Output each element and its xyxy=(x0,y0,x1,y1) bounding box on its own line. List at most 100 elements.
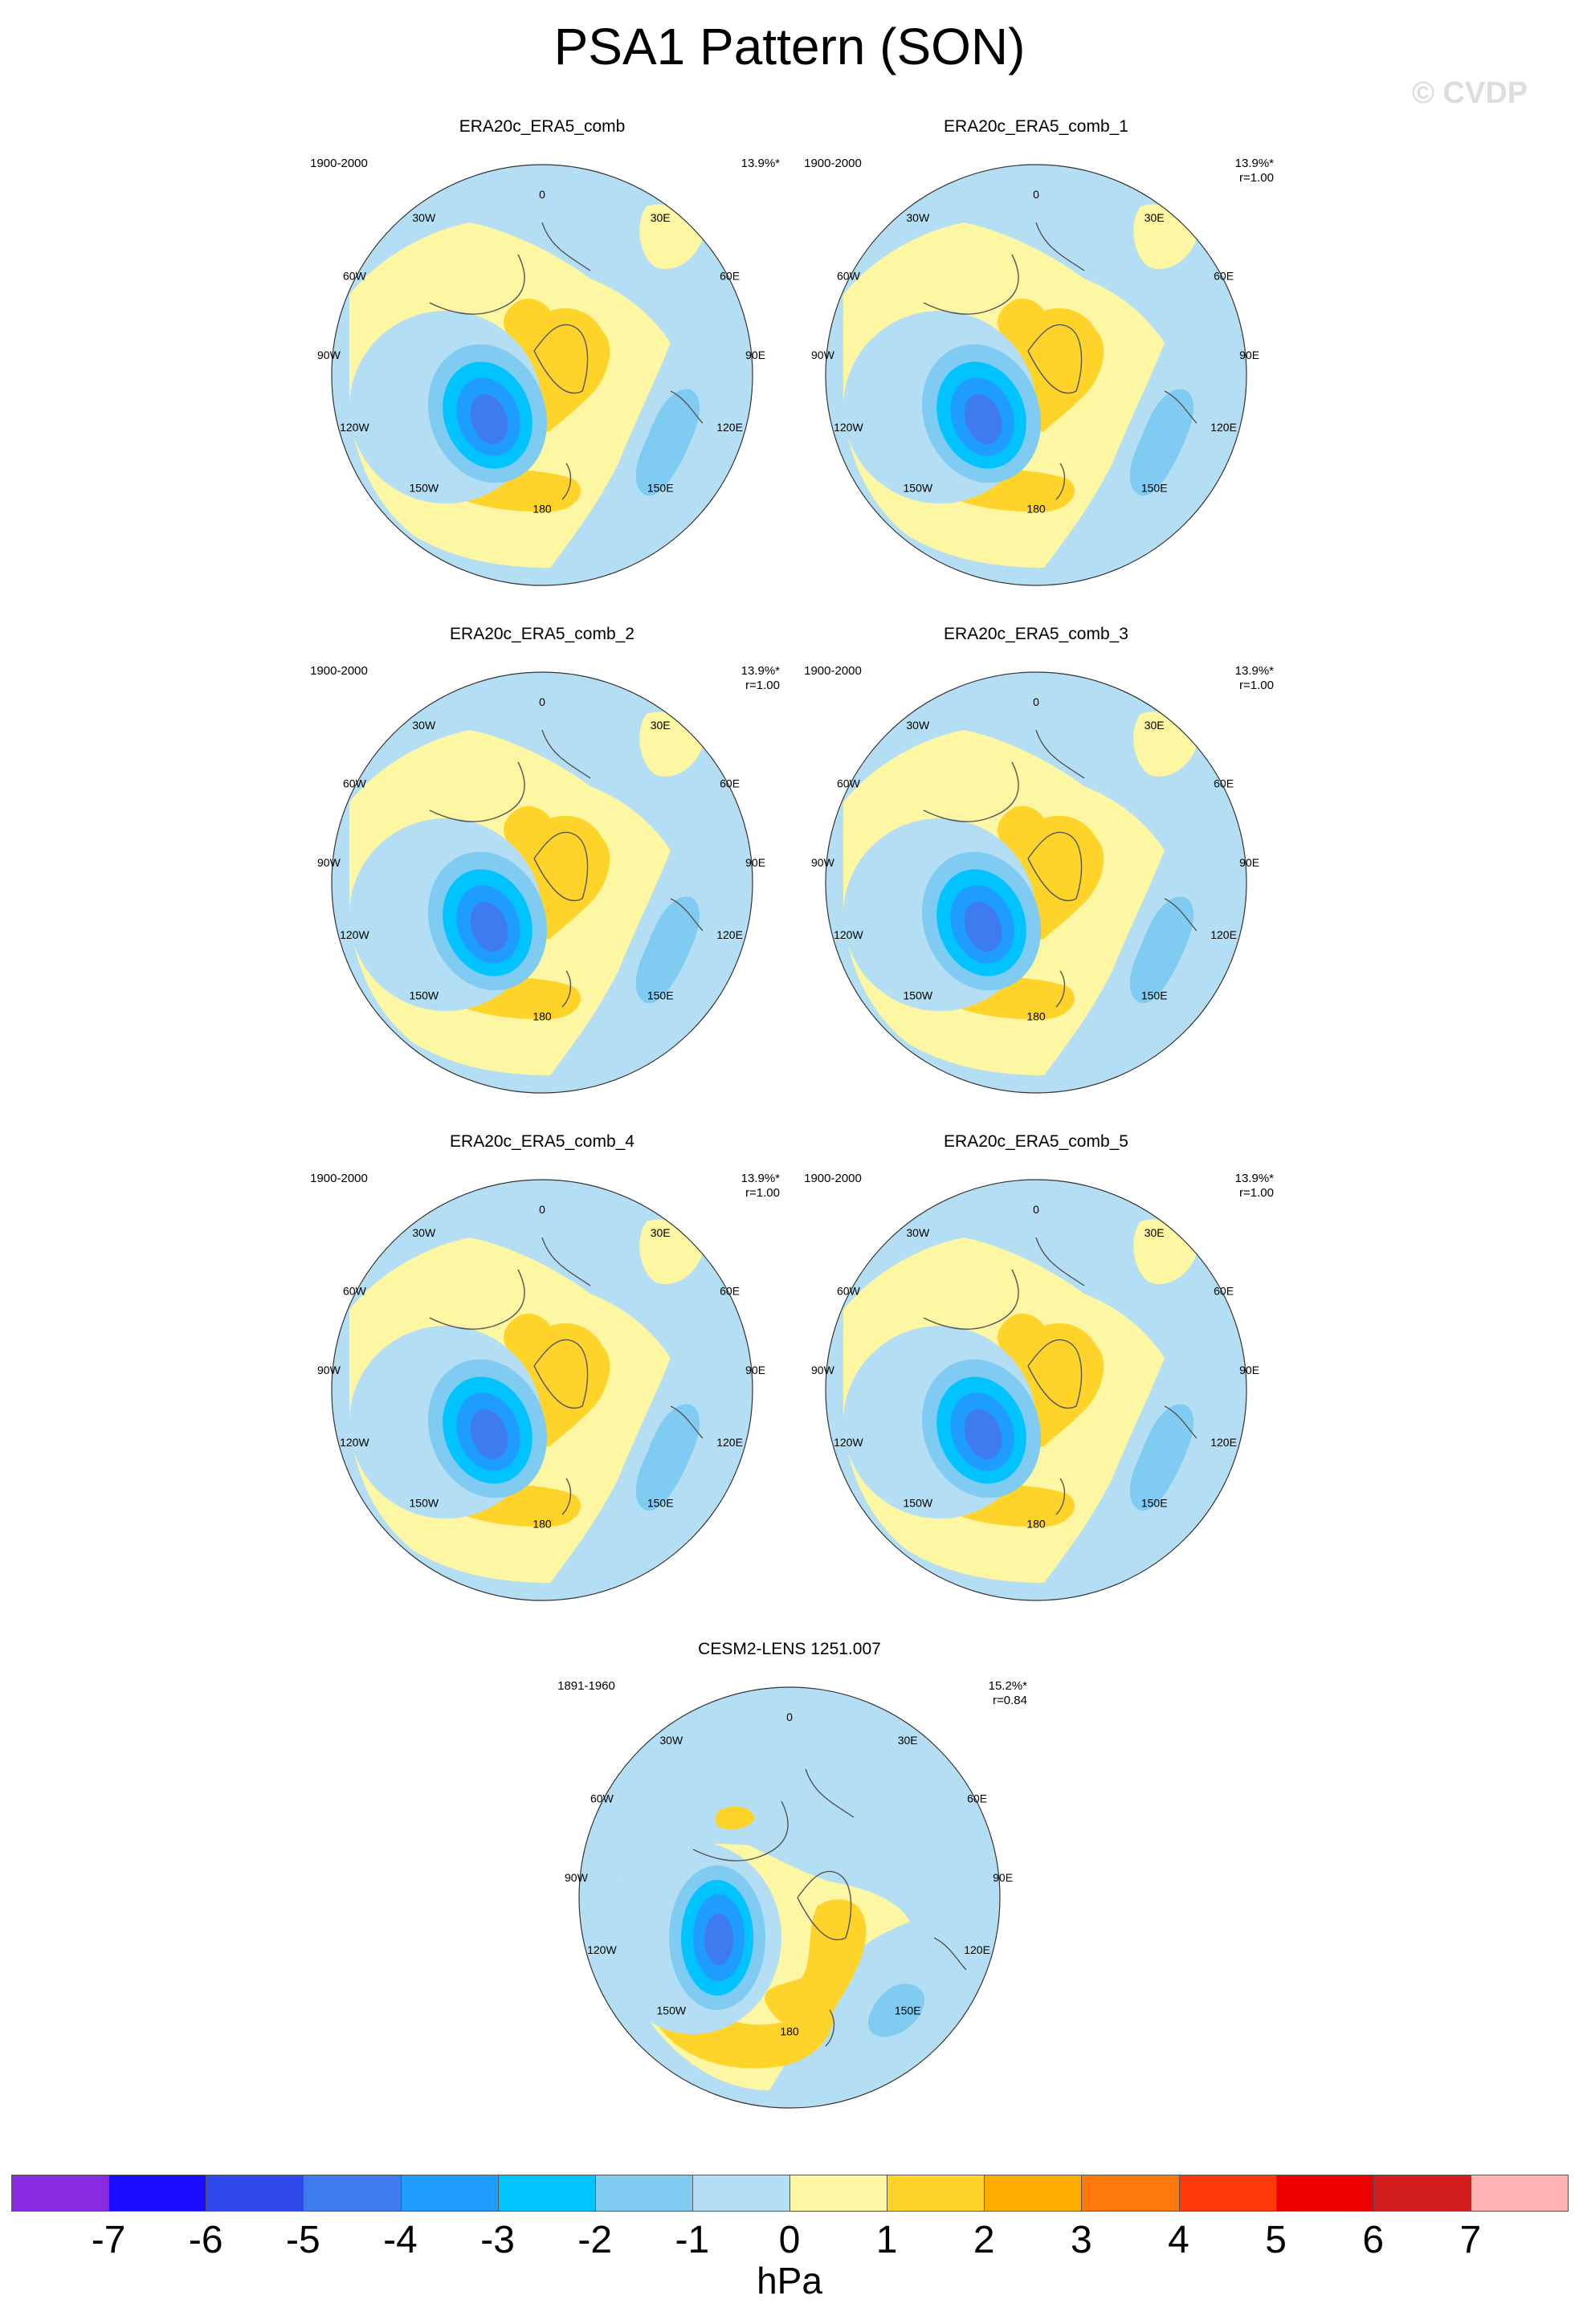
longitude-label: 90W xyxy=(811,856,835,869)
colorbar-tick-label: -5 xyxy=(286,2219,320,2261)
panel-variance-pct: 13.9%* xyxy=(741,157,780,170)
polar-map: 0 30E 60E 90E 120E 150E 180 150W 120W 90W 60W 30W xyxy=(811,164,1259,586)
longitude-label: 120W xyxy=(340,1436,369,1449)
longitude-label: 30W xyxy=(906,1226,930,1239)
colorbar-tick-label: 5 xyxy=(1265,2219,1287,2261)
panel-variance-pct: 13.9%* xyxy=(1234,664,1274,678)
longitude-label: 150E xyxy=(647,1496,674,1509)
colorbar-tick-label: 2 xyxy=(973,2219,995,2261)
panel-title: ERA20c_ERA5_comb_5 xyxy=(944,1132,1128,1151)
longitude-label: 120W xyxy=(834,421,863,434)
colorbar-segment xyxy=(594,2175,693,2212)
map-panel: CESM2-LENS 1251.007 1891-1960 15.2%* r=0.84… xyxy=(532,1639,1047,2121)
colorbar-segment xyxy=(1275,2175,1374,2212)
longitude-label: 120E xyxy=(716,421,743,434)
colorbar-tick-label: -7 xyxy=(91,2219,126,2261)
contour-field xyxy=(332,1180,753,1600)
panel-period: 1900-2000 xyxy=(804,1172,862,1185)
longitude-label: 150E xyxy=(1141,989,1168,1001)
colorbar-tick-label: 1 xyxy=(875,2219,898,2261)
longitude-label: 180 xyxy=(532,1009,552,1022)
colorbar xyxy=(11,2175,1569,2213)
longitude-label: 60E xyxy=(1214,1284,1234,1297)
panel-title: ERA20c_ERA5_comb_3 xyxy=(944,625,1128,643)
longitude-label: 30E xyxy=(651,211,671,224)
longitude-label: 30E xyxy=(1144,1226,1165,1239)
panel-title: ERA20c_ERA5_comb_2 xyxy=(450,625,634,643)
longitude-label: 90E xyxy=(1239,1364,1259,1376)
colorbar-segment xyxy=(108,2175,207,2212)
colorbar-tick-label: -3 xyxy=(480,2219,515,2261)
colorbar-tick-label: 3 xyxy=(1071,2219,1092,2261)
colorbar-segment xyxy=(1470,2175,1569,2212)
contour-field xyxy=(826,672,1246,1093)
panel-period: 1900-2000 xyxy=(310,664,368,678)
longitude-label: 180 xyxy=(1026,1517,1046,1530)
longitude-label: 60W xyxy=(343,269,367,282)
colorbar-tick-label: -1 xyxy=(675,2219,710,2261)
longitude-label: 120E xyxy=(1210,1436,1237,1449)
longitude-label: 0 xyxy=(1033,695,1039,708)
panel-pattern-correlation: r=1.00 xyxy=(1239,679,1274,692)
longitude-label: 90E xyxy=(993,1871,1013,1884)
figure-title: PSA1 Pattern (SON) xyxy=(553,18,1026,75)
longitude-label: 0 xyxy=(786,1710,793,1723)
longitude-label: 30E xyxy=(651,1226,671,1239)
map-panel: ERA20c_ERA5_comb_1 1900-2000 13.9%* r=1.00 0… xyxy=(779,116,1293,598)
panel-period: 1900-2000 xyxy=(310,1172,368,1185)
map-panel: ERA20c_ERA5_comb_2 1900-2000 13.9%* r=1.00 0… xyxy=(285,624,799,1106)
colorbar-segment xyxy=(497,2175,596,2212)
colorbar-segment xyxy=(303,2175,402,2212)
longitude-label: 90W xyxy=(565,1871,589,1884)
panel-variance-pct: 13.9%* xyxy=(1234,157,1274,170)
panel-title: ERA20c_ERA5_comb_4 xyxy=(450,1132,634,1151)
panel-period: 1900-2000 xyxy=(310,157,368,170)
longitude-label: 60E xyxy=(720,1284,740,1297)
map-panel: ERA20c_ERA5_comb_3 1900-2000 13.9%* r=1.00 0… xyxy=(779,624,1293,1106)
longitude-label: 180 xyxy=(1026,502,1046,515)
map-panel: ERA20c_ERA5_comb 1900-2000 13.9%* 0 30E 60E 90… xyxy=(285,116,799,598)
longitude-label: 120W xyxy=(340,421,369,434)
panel-pattern-correlation: r=0.84 xyxy=(993,1694,1027,1707)
coastlines xyxy=(923,222,1198,500)
polar-map: 0 30E 60E 90E 120E 150E 180 150W 120W 90W 60W 30W xyxy=(317,164,765,586)
colorbar-segment xyxy=(1373,2175,1471,2212)
longitude-label: 150W xyxy=(904,481,933,494)
longitude-label: 60E xyxy=(967,1792,987,1804)
panel-variance-pct: 13.9%* xyxy=(741,664,780,678)
panel-variance-pct: 13.9%* xyxy=(741,1172,780,1185)
longitude-label: 90E xyxy=(745,1364,765,1376)
longitude-label: 90E xyxy=(745,349,765,361)
longitude-label: 30E xyxy=(651,719,671,732)
colorbar-segment xyxy=(984,2175,1083,2212)
panel-pattern-correlation: r=1.00 xyxy=(745,679,780,692)
longitude-label: 90W xyxy=(317,349,341,361)
longitude-label: 30E xyxy=(898,1734,918,1747)
longitude-label: 90W xyxy=(811,349,835,361)
longitude-label: 0 xyxy=(1033,188,1039,201)
polar-map: 0 30E 60E 90E 120E 150E 180 150W 120W 90W 60W 30W xyxy=(811,1179,1259,1601)
coastlines xyxy=(923,729,1198,1008)
longitude-label: 180 xyxy=(780,2024,799,2037)
contour-field xyxy=(826,1180,1246,1600)
longitude-label: 90W xyxy=(317,1364,341,1376)
longitude-label: 120W xyxy=(834,1436,863,1449)
colorbar-segment xyxy=(206,2175,304,2212)
contour-field xyxy=(332,165,753,585)
longitude-label: 60E xyxy=(720,269,740,282)
panel-period: 1900-2000 xyxy=(804,157,862,170)
longitude-label: 60W xyxy=(343,1284,367,1297)
contour-field xyxy=(332,672,753,1093)
panel-title: ERA20c_ERA5_comb_1 xyxy=(944,117,1128,136)
polar-map: 0 30E 60E 90E 120E 150E 180 150W 120W 90W 60W 30W xyxy=(317,671,765,1094)
contour-field xyxy=(826,165,1246,585)
longitude-label: 90W xyxy=(317,856,341,869)
panel-period: 1891-1960 xyxy=(557,1679,615,1693)
longitude-label: 30W xyxy=(659,1734,683,1747)
longitude-label: 120E xyxy=(716,1436,743,1449)
watermark-logo: © CVDP xyxy=(1412,76,1528,110)
longitude-label: 120E xyxy=(964,1943,990,1956)
longitude-label: 60W xyxy=(837,269,861,282)
longitude-label: 150E xyxy=(647,989,674,1001)
longitude-label: 120E xyxy=(716,928,743,941)
